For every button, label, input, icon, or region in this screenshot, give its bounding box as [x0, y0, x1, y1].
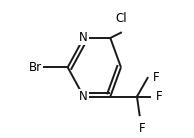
- Text: N: N: [79, 90, 88, 103]
- Text: N: N: [79, 31, 88, 44]
- Text: F: F: [153, 71, 159, 84]
- Text: Br: Br: [29, 61, 42, 74]
- Text: F: F: [139, 122, 146, 135]
- Text: F: F: [156, 90, 162, 103]
- Text: Cl: Cl: [115, 12, 127, 25]
